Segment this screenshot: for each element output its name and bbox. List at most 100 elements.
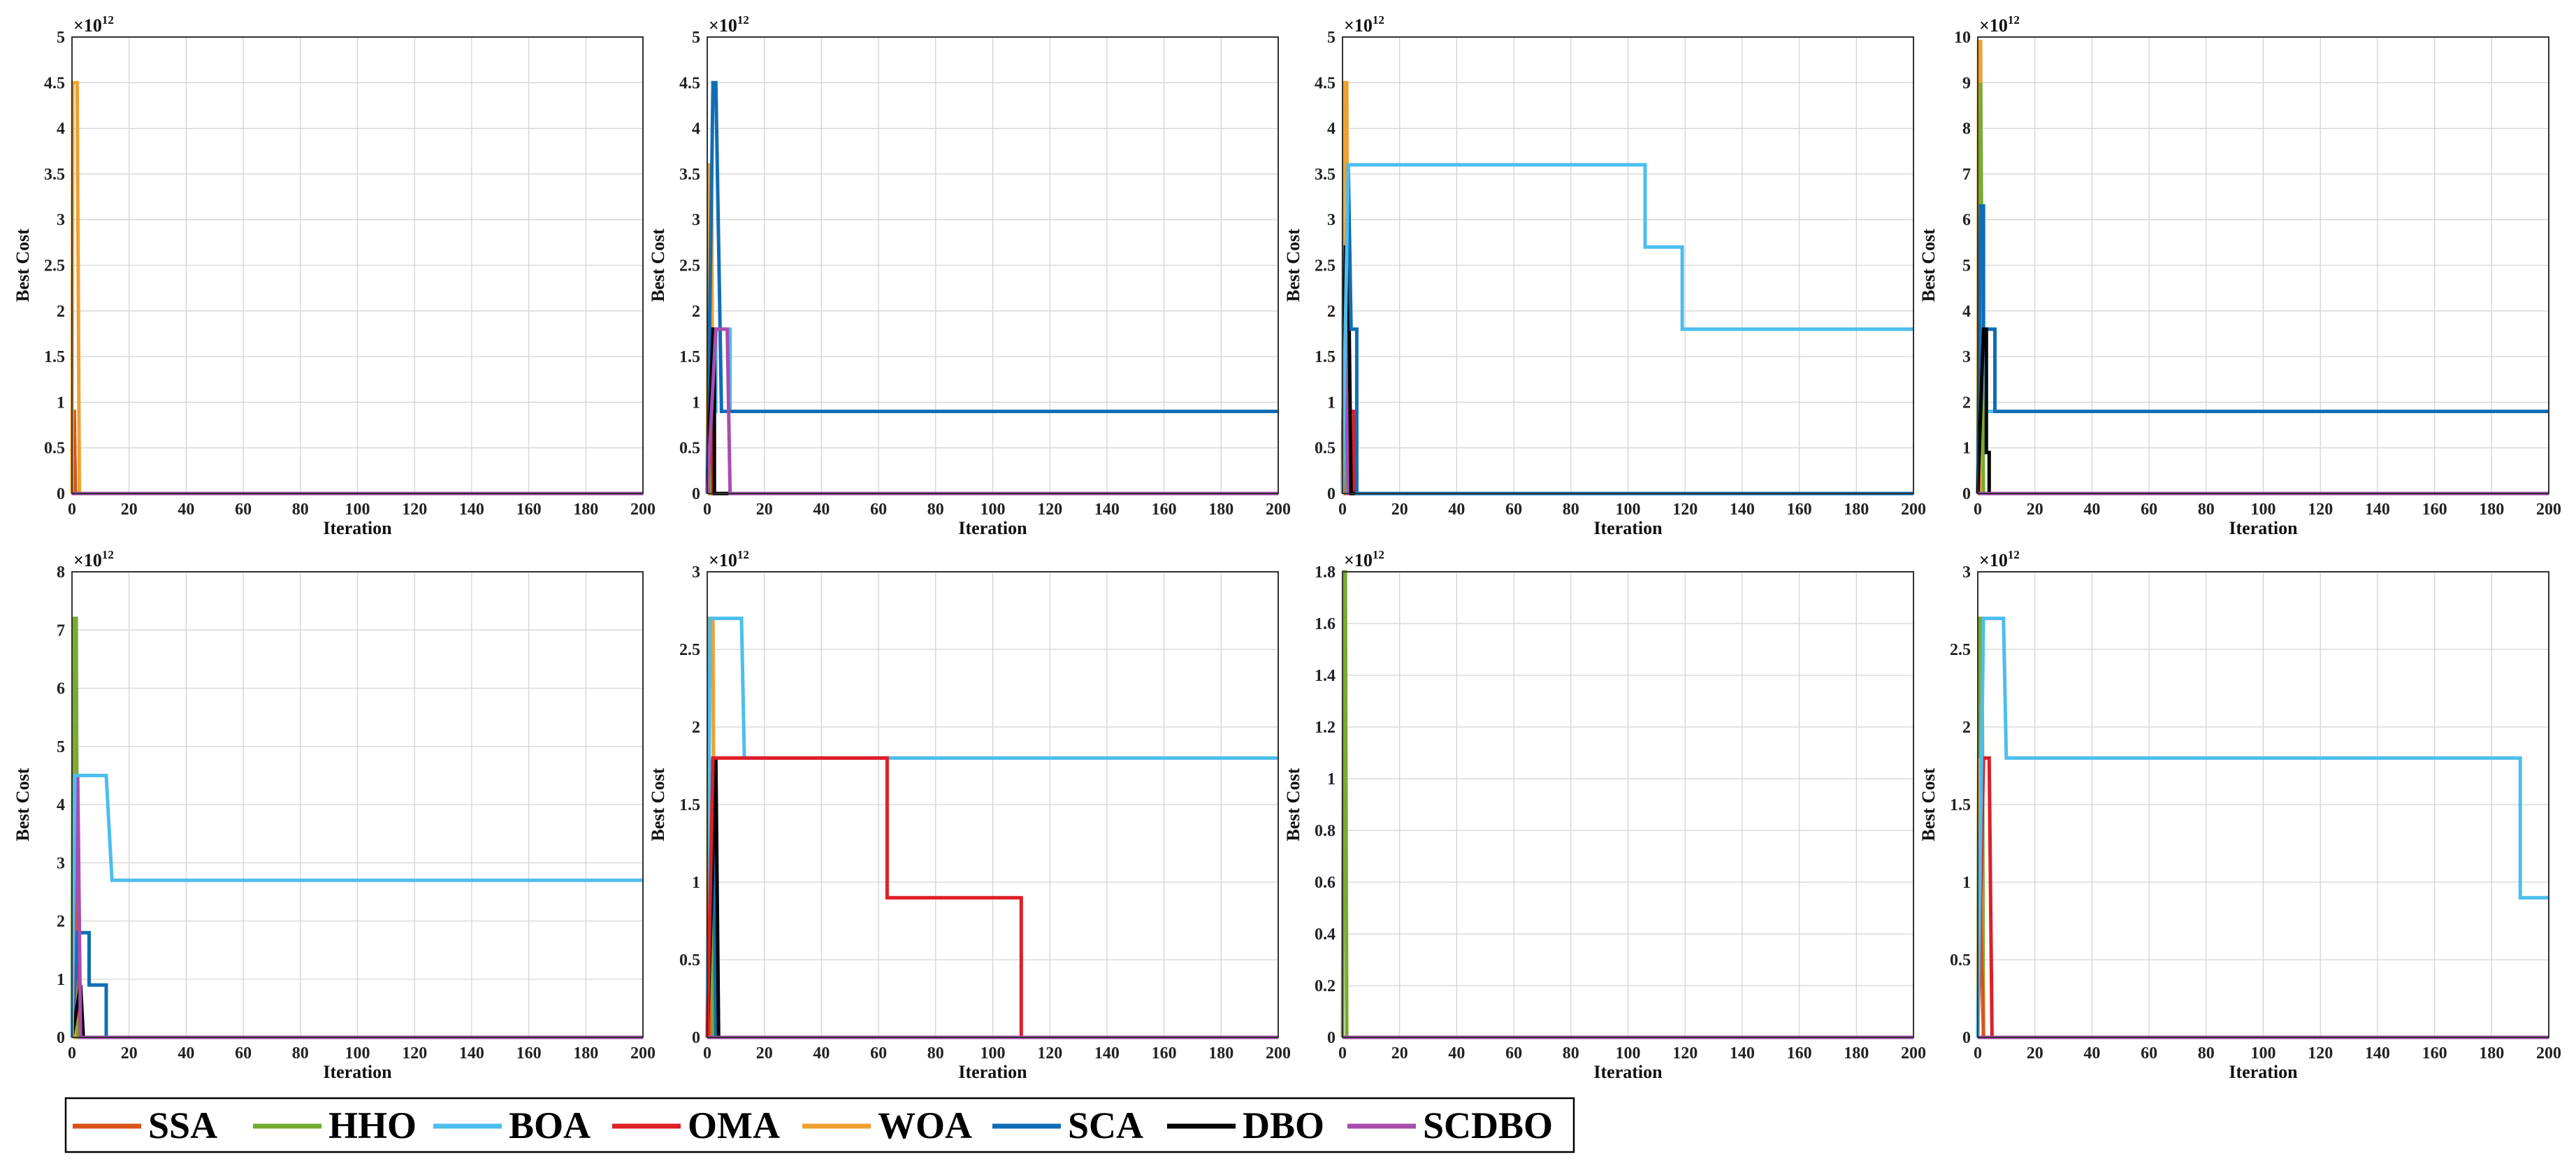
legend-label-ssa: SSA <box>148 1104 217 1146</box>
y-tick-label: 3.5 <box>1315 166 1336 184</box>
x-tick-label: 120 <box>402 1044 427 1063</box>
axis-multiplier-exponent: 12 <box>2008 13 2020 27</box>
y-tick-label: 1 <box>57 394 65 412</box>
y-tick-label: 4 <box>1962 303 1971 321</box>
series-boa <box>705 617 1278 1038</box>
x-tick-label: 60 <box>870 501 887 519</box>
y-tick-label: 3 <box>57 211 65 229</box>
y-tick-label: 1.8 <box>1315 563 1336 582</box>
x-tick-label: 100 <box>981 1044 1006 1063</box>
x-axis-label: Iteration <box>958 1062 1027 1082</box>
x-tick-label: 0 <box>1338 1044 1347 1063</box>
legend: SSA HHO BOA OMA WOA SCA DBO SCDBO <box>64 1097 1575 1153</box>
y-tick-label: 0.2 <box>1315 977 1336 995</box>
x-tick-label: 0 <box>68 501 76 519</box>
x-tick-label: 100 <box>2251 1044 2276 1063</box>
y-tick-label: 3 <box>1962 348 1971 366</box>
y-tick-label: 3 <box>692 211 700 229</box>
x-axis-label: Iteration <box>323 1062 392 1082</box>
y-tick-label: 4.5 <box>679 74 700 92</box>
x-tick-label: 180 <box>1208 1044 1233 1063</box>
x-tick-label: 100 <box>1616 1044 1641 1063</box>
x-tick-label: 20 <box>121 501 138 519</box>
x-tick-label: 60 <box>1505 501 1522 519</box>
y-tick-label: 0 <box>1327 485 1336 503</box>
x-tick-label: 200 <box>1901 1044 1926 1063</box>
x-tick-label: 140 <box>459 501 484 519</box>
x-tick-label: 120 <box>2308 501 2333 519</box>
x-tick-label: 200 <box>630 501 656 519</box>
axis-multiplier-base: ×10 <box>1979 550 2008 570</box>
x-tick-label: 40 <box>178 1044 194 1063</box>
x-tick-label: 60 <box>870 1044 887 1063</box>
series-sca <box>705 80 1278 494</box>
y-tick-label: 2 <box>1962 719 1971 737</box>
x-tick-label: 200 <box>2536 501 2561 519</box>
y-tick-label: 1.5 <box>679 796 700 814</box>
y-tick-label: 1 <box>1962 874 1971 892</box>
x-axis-label: Iteration <box>2229 1062 2298 1082</box>
y-tick-label: 6 <box>1962 211 1971 229</box>
x-tick-label: 100 <box>981 501 1006 519</box>
axis-multiplier: ×1012 <box>1344 548 1384 570</box>
legend-label-hho: HHO <box>328 1104 417 1146</box>
x-tick-label: 0 <box>703 1044 711 1063</box>
y-tick-label: 3.5 <box>679 166 700 184</box>
axis-multiplier-exponent: 12 <box>1373 13 1384 27</box>
x-tick-label: 60 <box>2141 501 2157 519</box>
y-tick-label: 2.5 <box>679 257 700 275</box>
y-tick-label: 4 <box>692 120 700 138</box>
subplot-1: 0 20 40 60 80 100 120 140 160 180 200 0 0.5 1 1.5 2 2.5 3… <box>13 13 656 538</box>
x-tick-label: 80 <box>927 1044 944 1063</box>
x-tick-label: 140 <box>1094 1044 1120 1063</box>
y-tick-label: 2.5 <box>1950 641 1971 659</box>
y-tick-label: 1 <box>57 971 65 989</box>
y-tick-label: 4 <box>57 120 65 138</box>
subplot-5: 0 20 40 60 80 100 120 140 160 180 200012345678Iter… <box>13 548 656 1082</box>
x-axis-label: Iteration <box>1593 1062 1663 1082</box>
y-tick-label: 5 <box>57 29 65 47</box>
x-axis-label: Iteration <box>958 518 1027 538</box>
x-tick-label: 120 <box>1037 501 1062 519</box>
x-tick-label: 180 <box>573 501 598 519</box>
x-tick-label: 120 <box>1037 1044 1062 1063</box>
x-axis-label: Iteration <box>323 518 392 538</box>
y-axis-label: Best Cost <box>1283 229 1303 302</box>
x-tick-label: 60 <box>1505 1044 1522 1063</box>
x-tick-label: 140 <box>1730 1044 1755 1063</box>
x-tick-label: 120 <box>2308 1044 2333 1063</box>
axis-multiplier-base: ×10 <box>1344 15 1373 36</box>
legend-label-scdbo: SCDBO <box>1423 1104 1553 1146</box>
x-tick-label: 80 <box>1563 1044 1579 1063</box>
y-tick-label: 1.2 <box>1315 719 1336 737</box>
x-tick-label: 120 <box>402 501 427 519</box>
x-tick-label: 60 <box>235 1044 252 1063</box>
y-axis-label: Best Cost <box>648 229 668 302</box>
y-tick-label: 8 <box>57 563 65 582</box>
subplot-7: 0 20 40 60 80 100 120 140 160 180 200 0 0.2 0.4 0.6 0.8… <box>1283 548 1926 1082</box>
y-tick-label: 0.6 <box>1315 874 1336 892</box>
y-tick-label: 1 <box>692 874 700 892</box>
x-tick-label: 120 <box>1672 501 1698 519</box>
x-tick-label: 80 <box>2198 1044 2215 1063</box>
x-tick-label: 160 <box>2422 501 2447 519</box>
x-tick-label: 140 <box>1094 501 1120 519</box>
x-tick-label: 20 <box>2027 1044 2043 1063</box>
x-tick-label: 0 <box>703 501 711 519</box>
y-axis-label: Best Cost <box>648 768 668 841</box>
x-tick-label: 80 <box>2198 501 2215 519</box>
x-tick-label: 160 <box>1787 1044 1812 1063</box>
x-tick-label: 140 <box>2365 501 2390 519</box>
x-tick-label: 140 <box>459 1044 484 1063</box>
y-tick-label: 4.5 <box>1315 74 1336 92</box>
axis-multiplier-exponent: 12 <box>2008 548 2020 561</box>
x-tick-label: 120 <box>1672 1044 1698 1063</box>
axis-multiplier-base: ×10 <box>1344 550 1373 570</box>
y-tick-label: 1.5 <box>1315 348 1336 366</box>
x-tick-label: 20 <box>1391 501 1408 519</box>
x-tick-label: 200 <box>2536 1044 2561 1063</box>
y-tick-label: 10 <box>1954 29 1971 47</box>
x-tick-label: 40 <box>1448 1044 1465 1063</box>
x-tick-label: 60 <box>235 501 252 519</box>
x-tick-label: 200 <box>630 1044 656 1063</box>
